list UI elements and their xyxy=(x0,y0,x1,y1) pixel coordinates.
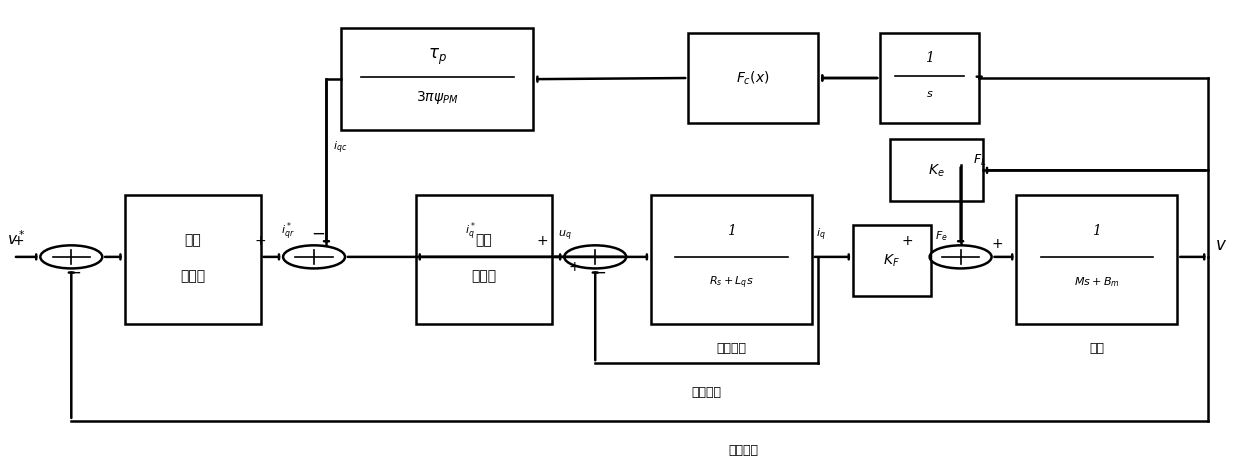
Text: $u_q$: $u_q$ xyxy=(558,229,572,243)
Text: $K_e$: $K_e$ xyxy=(928,162,945,179)
Bar xyxy=(341,28,533,130)
Bar xyxy=(124,194,260,324)
Bar xyxy=(415,194,552,324)
Text: +: + xyxy=(536,234,548,248)
Text: +: + xyxy=(568,260,580,274)
Text: +: + xyxy=(992,237,1003,250)
Text: 调节器: 调节器 xyxy=(180,269,206,283)
Circle shape xyxy=(564,245,626,269)
Text: 调节器: 调节器 xyxy=(471,269,496,283)
Text: −: − xyxy=(311,225,325,243)
Text: −: − xyxy=(67,263,81,282)
Text: 电流: 电流 xyxy=(475,233,492,247)
Text: $i_{qc}$: $i_{qc}$ xyxy=(332,139,347,156)
Text: $K_F$: $K_F$ xyxy=(883,252,900,269)
Text: $F_L$: $F_L$ xyxy=(973,152,987,168)
Text: 速度: 速度 xyxy=(185,233,201,247)
Text: $s$: $s$ xyxy=(926,89,934,99)
Bar xyxy=(880,33,980,123)
Text: $F_c(x)$: $F_c(x)$ xyxy=(737,69,770,87)
Text: 电枢绕组: 电枢绕组 xyxy=(717,342,746,355)
Text: $3\pi\psi_{PM}$: $3\pi\psi_{PM}$ xyxy=(417,89,459,106)
Text: 1: 1 xyxy=(925,51,934,65)
Text: 1: 1 xyxy=(1092,224,1101,238)
Bar xyxy=(890,139,983,201)
Circle shape xyxy=(283,245,345,269)
Bar xyxy=(651,194,812,324)
Text: 1: 1 xyxy=(727,224,735,238)
Text: 速度反馈: 速度反馈 xyxy=(729,444,759,457)
Bar xyxy=(688,33,818,123)
Text: +: + xyxy=(901,234,913,248)
Text: $i_{qr}^*$: $i_{qr}^*$ xyxy=(280,221,294,243)
Text: $R_s+L_q s$: $R_s+L_q s$ xyxy=(709,274,754,291)
Text: 动子: 动子 xyxy=(1090,342,1105,355)
Text: $i_q^*$: $i_q^*$ xyxy=(465,221,476,243)
Bar xyxy=(1017,194,1177,324)
Text: $\tau_p$: $\tau_p$ xyxy=(428,47,446,67)
Text: −: − xyxy=(591,263,606,282)
Text: +: + xyxy=(12,234,24,248)
Circle shape xyxy=(41,245,102,269)
Text: $Ms+B_m$: $Ms+B_m$ xyxy=(1074,275,1120,289)
Text: $F_e$: $F_e$ xyxy=(935,229,947,243)
Text: $v^*$: $v^*$ xyxy=(7,229,26,248)
Text: +: + xyxy=(255,234,267,248)
Text: 电流反馈: 电流反馈 xyxy=(692,386,722,399)
Bar xyxy=(853,225,931,296)
Text: $v$: $v$ xyxy=(1214,237,1226,254)
Text: $i_q$: $i_q$ xyxy=(816,227,826,243)
Circle shape xyxy=(930,245,992,269)
